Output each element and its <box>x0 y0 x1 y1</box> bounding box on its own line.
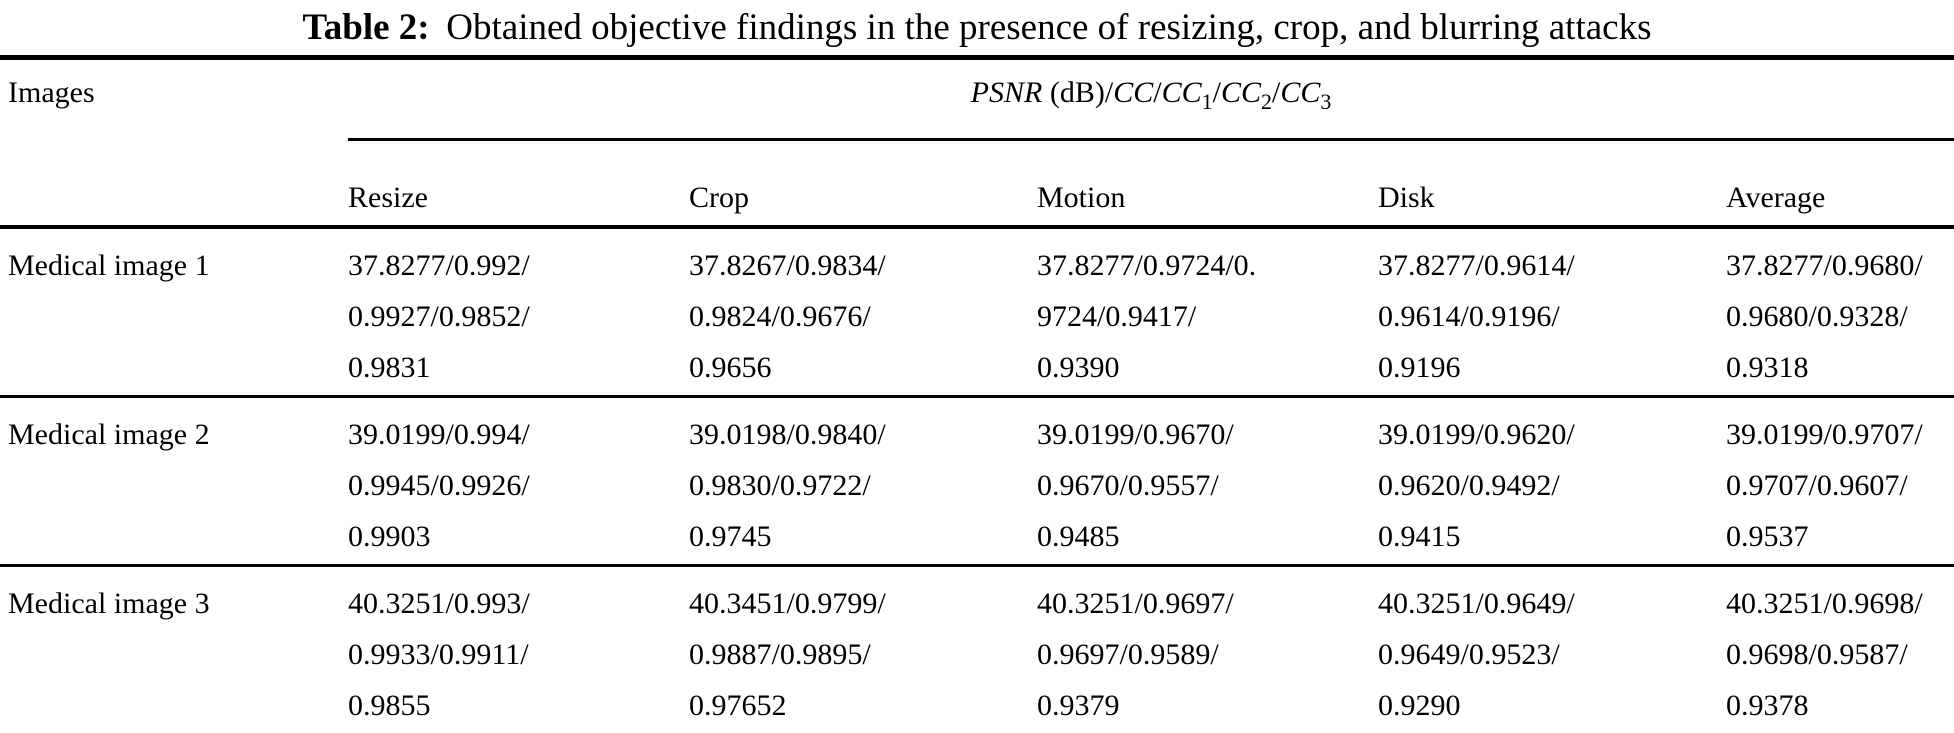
cell-line: 0.9933/0.9911/ <box>348 638 529 671</box>
cell-line: 40.3251/0.9698/ <box>1726 587 1923 620</box>
cell-line: 0.9707/0.9607/ <box>1726 469 1908 502</box>
cc3-label: CC <box>1280 76 1321 109</box>
cell-line: 0.9824/0.9676/ <box>689 300 871 333</box>
cell-crop: 40.3451/0.9799/ 0.9887/0.9895/ 0.97652 <box>689 566 1037 733</box>
cell-line: 0.9378 <box>1726 689 1809 722</box>
cell-motion: 37.8277/0.9724/0. 9724/0.9417/ 0.9390 <box>1037 227 1378 398</box>
cell-line: 39.0199/0.9620/ <box>1378 418 1575 451</box>
cell-line: 0.9614/0.9196/ <box>1378 300 1560 333</box>
table-row-medical-image-3: Medical image 3 40.3251/0.993/ 0.9933/0.… <box>0 566 1954 733</box>
psnr-label: PSNR <box>970 76 1043 109</box>
db-label: (dB) <box>1049 76 1105 109</box>
row-label: Medical image 1 <box>0 227 348 398</box>
cell-disk: 37.8277/0.9614/ 0.9614/0.9196/ 0.9196 <box>1378 227 1726 398</box>
column-header-crop: Crop <box>689 139 1037 229</box>
cell-line: 0.9390 <box>1037 351 1120 384</box>
cell-line: 0.9656 <box>689 351 772 384</box>
cell-line: 40.3251/0.9697/ <box>1037 587 1234 620</box>
slash: / <box>1271 76 1281 109</box>
cell-disk: 40.3251/0.9649/ 0.9649/0.9523/ 0.9290 <box>1378 566 1726 733</box>
cell-line: 0.9745 <box>689 520 772 553</box>
cell-line: 40.3451/0.9799/ <box>689 587 886 620</box>
cell-motion: 39.0199/0.9670/ 0.9670/0.9557/ 0.9485 <box>1037 396 1378 567</box>
cell-line: 37.8277/0.9680/ <box>1726 249 1923 282</box>
cell-line: 37.8267/0.9834/ <box>689 249 886 282</box>
column-header-resize: Resize <box>348 139 689 229</box>
cell-motion: 40.3251/0.9697/ 0.9697/0.9589/ 0.9379 <box>1037 566 1378 733</box>
cell-line: 0.9831 <box>348 351 431 384</box>
cell-average: 39.0199/0.9707/ 0.9707/0.9607/ 0.9537 <box>1726 396 1954 567</box>
cell-line: 37.8277/0.9614/ <box>1378 249 1575 282</box>
psnr-group-header: PSNR (dB)/CC/CC1/CC2/CC3 <box>348 57 1954 141</box>
cell-crop: 39.0198/0.9840/ 0.9830/0.9722/ 0.9745 <box>689 396 1037 567</box>
cell-line: 0.9290 <box>1378 689 1461 722</box>
cell-line: 0.9537 <box>1726 520 1809 553</box>
row-label: Medical image 2 <box>0 396 348 567</box>
cc2-label: CC <box>1220 76 1261 109</box>
cell-average: 40.3251/0.9698/ 0.9698/0.9587/ 0.9378 <box>1726 566 1954 733</box>
cc1-label: CC <box>1161 76 1202 109</box>
cc1-subscript: 1 <box>1201 89 1213 114</box>
cell-line: 40.3251/0.9649/ <box>1378 587 1575 620</box>
header-group-row: Images PSNR (dB)/CC/CC1/CC2/CC3 <box>0 57 1954 141</box>
cell-resize: 40.3251/0.993/ 0.9933/0.9911/ 0.9855 <box>348 566 689 733</box>
cell-line: 0.9415 <box>1378 520 1461 553</box>
cell-line: 0.9485 <box>1037 520 1120 553</box>
cell-average: 37.8277/0.9680/ 0.9680/0.9328/ 0.9318 <box>1726 227 1954 398</box>
column-header-motion: Motion <box>1037 139 1378 229</box>
row-label: Medical image 3 <box>8 587 210 620</box>
cell-line: 39.0199/0.9707/ <box>1726 418 1923 451</box>
cell-line: 0.9830/0.9722/ <box>689 469 871 502</box>
cell-line: 0.9903 <box>348 520 431 553</box>
cell-line: 0.9855 <box>348 689 431 722</box>
cell-line: 9724/0.9417/ <box>1037 300 1197 333</box>
cell-resize: 39.0199/0.994/ 0.9945/0.9926/ 0.9903 <box>348 396 689 567</box>
cell-line: 40.3251/0.993/ <box>348 587 530 620</box>
cell-line: 0.9697/0.9589/ <box>1037 638 1219 671</box>
cell-line: 0.9196 <box>1378 351 1461 384</box>
cell-line: 39.0198/0.9840/ <box>689 418 886 451</box>
cell-line: 39.0199/0.9670/ <box>1037 418 1234 451</box>
cc-label: CC <box>1113 76 1154 109</box>
column-header-average: Average <box>1726 139 1954 229</box>
attack-columns-row: Resize Crop Motion Disk Average <box>0 139 1954 229</box>
table-row-medical-image-2: Medical image 2 39.0199/0.994/ 0.9945/0.… <box>0 396 1954 567</box>
cell-line: 0.97652 <box>689 689 787 722</box>
cell-line: 0.9887/0.9895/ <box>689 638 871 671</box>
cell-line: 0.9318 <box>1726 351 1809 384</box>
cell-line: 37.8277/0.992/ <box>348 249 530 282</box>
cell-line: 0.9649/0.9523/ <box>1378 638 1560 671</box>
cell-line: 0.9698/0.9587/ <box>1726 638 1908 671</box>
results-table: Images PSNR (dB)/CC/CC1/CC2/CC3 Resize C… <box>0 55 1954 733</box>
table-caption-label: Table 2: <box>302 7 430 48</box>
column-header-disk: Disk <box>1378 139 1726 229</box>
slash: / <box>1212 76 1221 109</box>
empty-header-cell <box>0 139 348 229</box>
cell-line: 0.9379 <box>1037 689 1120 722</box>
slash: / <box>1153 76 1162 109</box>
cc2-subscript: 2 <box>1260 89 1272 114</box>
table-caption: Table 2: Obtained objective findings in t… <box>0 0 1954 55</box>
cell-crop: 37.8267/0.9834/ 0.9824/0.9676/ 0.9656 <box>689 227 1037 398</box>
images-column-header: Images <box>8 76 95 109</box>
table-caption-text: Obtained objective findings in the prese… <box>446 7 1652 48</box>
slash: / <box>1104 76 1114 109</box>
cell-line: 0.9945/0.9926/ <box>348 469 530 502</box>
cc3-subscript: 3 <box>1320 89 1332 114</box>
cell-resize: 37.8277/0.992/ 0.9927/0.9852/ 0.9831 <box>348 227 689 398</box>
cell-disk: 39.0199/0.9620/ 0.9620/0.9492/ 0.9415 <box>1378 396 1726 567</box>
cell-line: 0.9620/0.9492/ <box>1378 469 1560 502</box>
cell-line: 0.9927/0.9852/ <box>348 300 530 333</box>
cell-line: 37.8277/0.9724/0. <box>1037 249 1257 282</box>
table-row-medical-image-1: Medical image 1 37.8277/0.992/ 0.9927/0.… <box>0 227 1954 398</box>
cell-line: 39.0199/0.994/ <box>348 418 530 451</box>
cell-line: 0.9670/0.9557/ <box>1037 469 1219 502</box>
cell-line: 0.9680/0.9328/ <box>1726 300 1908 333</box>
